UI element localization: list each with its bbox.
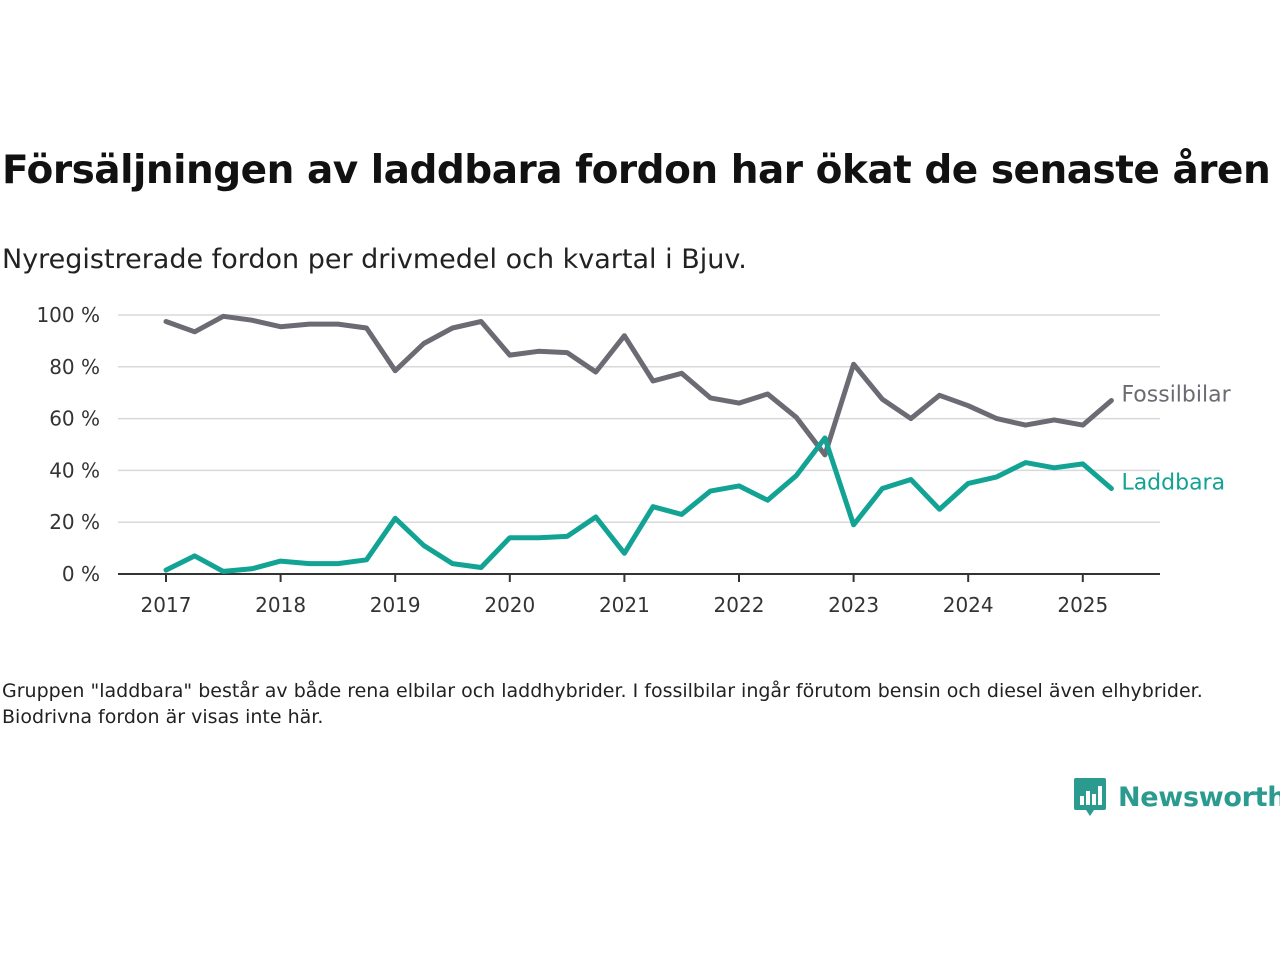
series-line-fossilbilar	[163, 313, 1114, 458]
x-tick-label: 2022	[714, 593, 765, 617]
x-tick-label: 2020	[484, 593, 535, 617]
chart-title: Försäljningen av laddbara fordon har öka…	[2, 148, 1271, 193]
y-tick-label: 100 %	[36, 303, 100, 327]
series-line-laddbara	[163, 435, 1114, 574]
series-labels: Fossilbilar Laddbara	[1121, 382, 1231, 495]
y-tick-label: 80 %	[49, 355, 100, 379]
y-tick-label: 0 %	[62, 562, 100, 586]
x-tick-label: 2025	[1057, 593, 1108, 617]
x-tick-label: 2019	[370, 593, 421, 617]
x-tick-label: 2024	[943, 593, 994, 617]
x-axis-ticks: 2017 2018 2019 2020 2021 2022 2023 2024 2025	[141, 574, 1108, 617]
series-label-fossilbilar: Fossilbilar	[1121, 382, 1231, 407]
chart-subtitle: Nyregistrerade fordon per drivmedel och …	[2, 244, 747, 275]
newsworthy-logo-icon	[1074, 778, 1106, 816]
gridlines	[118, 314, 1160, 575]
series-lines	[163, 313, 1114, 574]
series-label-laddbara: Laddbara	[1121, 471, 1225, 496]
footnote: Gruppen "laddbara" består av både rena e…	[2, 680, 1203, 728]
x-tick-label: 2017	[141, 593, 192, 617]
y-tick-label: 60 %	[49, 407, 100, 431]
line-chart: 0 % 20 % 40 % 60 % 80 % 100 % 2017 2018 2019 202…	[36, 303, 1231, 617]
x-tick-label: 2021	[599, 593, 650, 617]
y-tick-label: 40 %	[49, 458, 100, 482]
newsworthy-logo: Newsworthy	[1072, 776, 1280, 818]
y-axis-ticks: 0 % 20 % 40 % 60 % 80 % 100 %	[36, 303, 100, 586]
logo-text: Newsworthy	[1118, 781, 1280, 813]
y-tick-label: 20 %	[49, 510, 100, 534]
x-tick-label: 2018	[255, 593, 306, 617]
x-tick-label: 2023	[828, 593, 879, 617]
